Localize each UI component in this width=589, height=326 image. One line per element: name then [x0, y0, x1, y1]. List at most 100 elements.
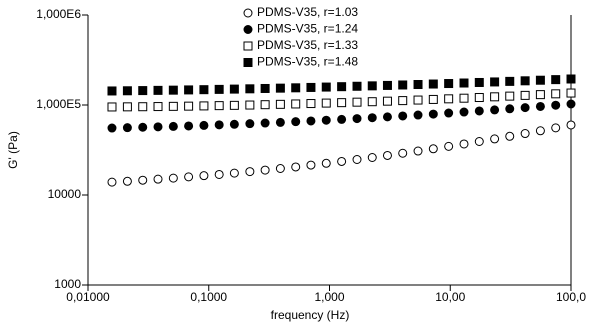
- data-point: [566, 99, 576, 109]
- data-point: [275, 117, 285, 127]
- data-point: [306, 99, 316, 109]
- data-point: [505, 91, 515, 101]
- data-point: [535, 126, 545, 136]
- data-point: [337, 82, 347, 92]
- data-point: [459, 107, 469, 117]
- data-point: [245, 100, 255, 110]
- data-point: [398, 111, 408, 121]
- data-point: [444, 94, 454, 104]
- data-point: [168, 173, 178, 183]
- y-axis-title: G' (Pa): [6, 131, 20, 169]
- data-point: [428, 79, 438, 89]
- y-tick-label: 10000: [48, 187, 82, 201]
- data-point: [199, 171, 209, 181]
- data-point: [490, 92, 500, 102]
- data-point: [382, 112, 392, 122]
- data-point: [382, 80, 392, 90]
- data-point: [535, 75, 545, 85]
- data-point: [260, 83, 270, 93]
- legend-marker: [243, 58, 253, 67]
- data-point: [291, 83, 301, 93]
- data-point: [337, 98, 347, 108]
- data-point: [153, 174, 163, 184]
- x-axis-title: frequency (Hz): [271, 308, 350, 322]
- data-point: [444, 79, 454, 89]
- data-point: [321, 115, 331, 125]
- data-point: [382, 96, 392, 106]
- x-tick-label: 10,00: [435, 290, 465, 304]
- data-point: [505, 131, 515, 141]
- data-point: [214, 169, 224, 179]
- data-point: [444, 108, 454, 118]
- data-point: [413, 146, 423, 156]
- data-point: [229, 168, 239, 178]
- data-point: [245, 84, 255, 94]
- x-tick-label: 0,01000: [66, 290, 110, 304]
- data-point: [306, 116, 316, 126]
- data-point: [214, 120, 224, 130]
- data-point: [107, 177, 117, 187]
- data-point: [138, 102, 148, 112]
- data-point: [321, 158, 331, 168]
- data-point: [520, 76, 530, 86]
- data-point: [505, 104, 515, 114]
- data-point: [551, 100, 561, 110]
- x-tick-label: 0,1000: [190, 290, 227, 304]
- data-point: [474, 93, 484, 103]
- legend-label: PDMS-V35, r=1.33: [257, 38, 358, 52]
- data-point: [306, 82, 316, 92]
- data-point: [122, 86, 132, 96]
- data-point: [275, 83, 285, 93]
- y-tick-label: 1,000E5: [36, 97, 81, 111]
- data-point: [367, 113, 377, 123]
- data-point: [229, 100, 239, 110]
- data-point: [490, 77, 500, 87]
- y-tick-label: 1,000E6: [36, 7, 81, 21]
- data-point: [229, 119, 239, 129]
- data-point: [245, 119, 255, 129]
- data-point: [168, 85, 178, 95]
- data-point: [352, 114, 362, 124]
- data-point: [459, 93, 469, 103]
- data-point: [275, 163, 285, 173]
- data-point: [551, 75, 561, 85]
- data-point: [474, 106, 484, 116]
- data-point: [153, 102, 163, 112]
- data-point: [168, 101, 178, 111]
- data-point: [184, 85, 194, 95]
- data-point: [398, 96, 408, 106]
- data-point: [382, 150, 392, 160]
- data-point: [535, 90, 545, 100]
- data-point: [413, 110, 423, 120]
- data-point: [535, 101, 545, 111]
- data-point: [138, 122, 148, 132]
- data-point: [184, 121, 194, 131]
- legend-label: PDMS-V35, r=1.03: [257, 5, 358, 19]
- data-point: [184, 101, 194, 111]
- y-tick-label: 1000: [54, 277, 81, 291]
- legend-marker: [243, 25, 253, 34]
- legend-marker: [243, 8, 253, 18]
- data-point: [367, 97, 377, 107]
- data-point: [138, 86, 148, 96]
- legend-label: PDMS-V35, r=1.24: [257, 22, 358, 36]
- data-point: [490, 105, 500, 115]
- data-point: [260, 118, 270, 128]
- data-point: [214, 101, 224, 111]
- data-point: [352, 81, 362, 91]
- data-point: [566, 120, 576, 130]
- data-point: [352, 97, 362, 107]
- legend-marker: [243, 41, 253, 51]
- data-point: [566, 88, 576, 98]
- data-point: [321, 82, 331, 92]
- data-point: [428, 144, 438, 154]
- data-point: [398, 80, 408, 90]
- data-point: [107, 123, 117, 133]
- data-point: [367, 81, 377, 91]
- data-point: [413, 80, 423, 90]
- data-point: [490, 134, 500, 144]
- data-point: [122, 176, 132, 186]
- data-point: [199, 85, 209, 95]
- data-point: [107, 102, 117, 112]
